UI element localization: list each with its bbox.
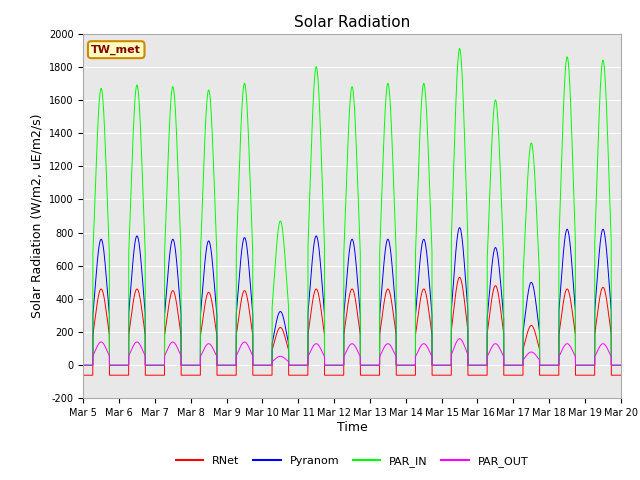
PAR_OUT [176, 350, 184, 356]
Text: TW_met: TW_met [92, 45, 141, 55]
Pyranom [176, 297, 184, 302]
RNet [616, 372, 624, 378]
Line: Pyranom: Pyranom [83, 228, 621, 365]
Pyranom [503, 362, 511, 368]
RNet [332, 372, 340, 378]
PAR_IN [79, 362, 87, 368]
Pyranom [456, 225, 463, 230]
Pyranom [443, 362, 451, 368]
PAR_OUT [443, 362, 451, 368]
PAR_IN [456, 46, 463, 51]
Pyranom [332, 362, 340, 368]
X-axis label: Time: Time [337, 421, 367, 434]
PAR_OUT [617, 362, 625, 368]
Line: PAR_OUT: PAR_OUT [83, 339, 621, 365]
RNet [503, 372, 511, 378]
PAR_OUT [616, 362, 624, 368]
RNet [176, 324, 184, 329]
Line: RNet: RNet [83, 277, 621, 375]
RNet [79, 372, 87, 378]
PAR_IN [332, 362, 340, 368]
RNet [617, 372, 625, 378]
RNet [472, 372, 480, 378]
Pyranom [617, 362, 625, 368]
PAR_OUT [503, 362, 511, 368]
Line: PAR_IN: PAR_IN [83, 48, 621, 365]
Y-axis label: Solar Radiation (W/m2, uE/m2/s): Solar Radiation (W/m2, uE/m2/s) [30, 114, 44, 318]
PAR_OUT [456, 336, 463, 342]
Pyranom [79, 362, 87, 368]
PAR_OUT [472, 362, 480, 368]
Pyranom [472, 362, 480, 368]
PAR_IN [503, 362, 511, 368]
PAR_IN [616, 362, 624, 368]
Pyranom [616, 362, 624, 368]
PAR_IN [176, 217, 184, 223]
Legend: RNet, Pyranom, PAR_IN, PAR_OUT: RNet, Pyranom, PAR_IN, PAR_OUT [171, 451, 533, 471]
PAR_OUT [332, 362, 340, 368]
PAR_IN [472, 362, 480, 368]
Title: Solar Radiation: Solar Radiation [294, 15, 410, 30]
PAR_IN [443, 362, 451, 368]
PAR_OUT [79, 362, 87, 368]
RNet [443, 372, 451, 378]
PAR_IN [617, 362, 625, 368]
RNet [456, 275, 463, 280]
